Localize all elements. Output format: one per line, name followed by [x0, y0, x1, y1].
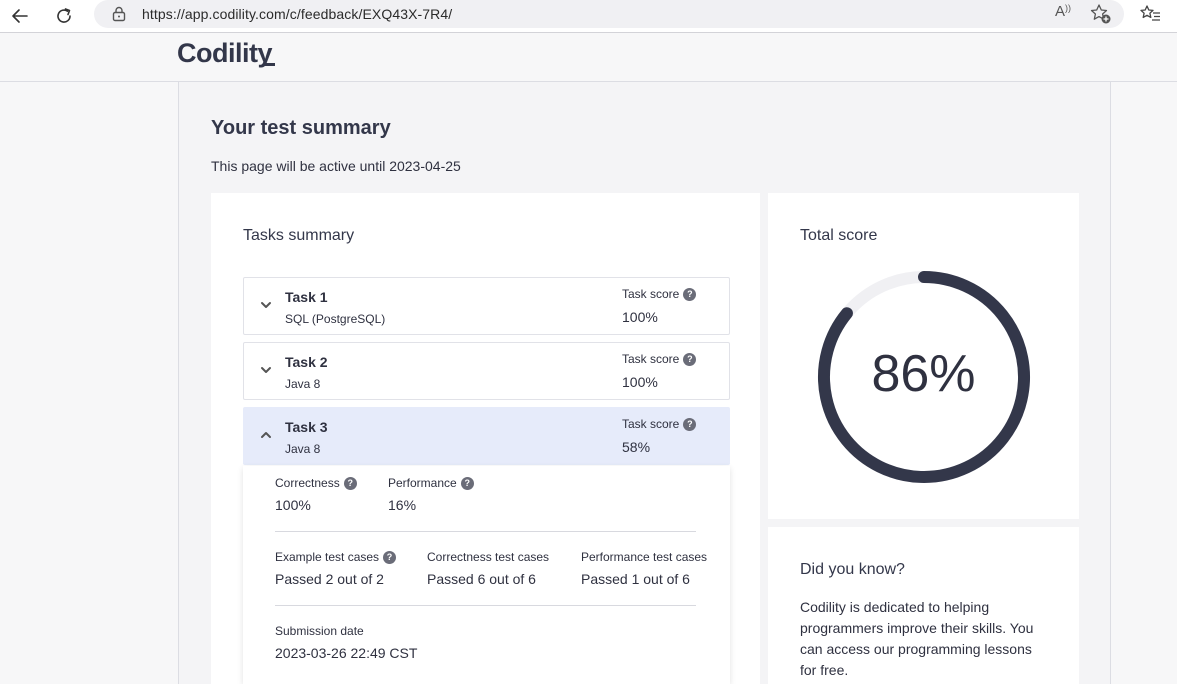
logo-underscore [263, 63, 275, 66]
performance-tests-label: Performance test cases [581, 550, 708, 564]
example-tests-label-text: Example test cases [275, 550, 380, 564]
help-icon[interactable]: ? [683, 287, 697, 301]
task-score-label-text: Task score [622, 352, 680, 366]
chevron-down-icon [261, 302, 271, 308]
total-score-title: Total score [800, 227, 878, 244]
task-score-label-text: Task score [622, 287, 680, 301]
task-name: Task 2 [285, 354, 328, 370]
performance-value: 16% [388, 497, 417, 513]
chevron-up-icon [261, 432, 271, 438]
task-score-label: Task score ? [622, 287, 697, 301]
url-text[interactable]: https://app.codility.com/c/feedback/EXQ4… [142, 6, 453, 22]
main-container: Your test summary This page will be acti… [178, 82, 1111, 684]
task-score-value: 58% [622, 439, 651, 455]
did-you-know-card: Did you know? Codility is dedicated to h… [768, 527, 1079, 684]
total-score-value: 86% [871, 345, 976, 403]
help-icon[interactable]: ? [683, 417, 697, 431]
total-score-card: Total score 86% [768, 193, 1079, 519]
chevron-down-icon [261, 367, 271, 373]
task-name: Task 3 [285, 419, 328, 435]
task-language: Java 8 [285, 377, 321, 391]
read-aloud-icon[interactable]: A)) [1055, 3, 1072, 20]
did-you-know-text: Codility is dedicated to helping program… [800, 599, 1034, 678]
browser-toolbar: https://app.codility.com/c/feedback/EXQ4… [0, 0, 1177, 33]
task-score-label-text: Task score [622, 417, 680, 431]
task-score-value: 100% [622, 309, 658, 325]
task-language: Java 8 [285, 442, 321, 456]
task-name: Task 1 [285, 289, 328, 305]
performance-tests-value: Passed 1 out of 6 [581, 571, 690, 587]
codility-logo[interactable]: Codility [177, 38, 273, 68]
example-tests-label: Example test cases ? [275, 550, 397, 564]
task-3-details: Correctness ? 100% Performance ? 16% Exa… [243, 466, 730, 684]
arrow-left-icon [12, 9, 28, 23]
score-gauge [818, 271, 1030, 483]
favorites-icon[interactable] [1140, 4, 1162, 24]
did-you-know-title: Did you know? [800, 561, 905, 578]
submission-date-label: Submission date [275, 624, 364, 638]
help-icon[interactable]: ? [383, 550, 397, 564]
divider [275, 605, 696, 606]
help-icon[interactable]: ? [683, 352, 697, 366]
performance-label-text: Performance [388, 476, 457, 490]
page-title: Your test summary [211, 117, 391, 139]
tasks-summary-title: Tasks summary [243, 227, 355, 244]
task-row-1[interactable]: Task 1 SQL (PostgreSQL) Task score ? 100… [243, 277, 730, 335]
task-row-3[interactable]: Task 3 Java 8 Task score ? 58% [243, 407, 730, 465]
address-bar[interactable]: https://app.codility.com/c/feedback/EXQ4… [94, 0, 1124, 28]
help-icon[interactable]: ? [343, 476, 357, 490]
back-button[interactable] [7, 3, 33, 29]
site-header: Codility [0, 33, 1177, 82]
task-row-2[interactable]: Task 2 Java 8 Task score ? 100% [243, 342, 730, 400]
correctness-label: Correctness ? [275, 476, 357, 490]
read-aloud-label: A [1055, 3, 1066, 20]
active-until-text: This page will be active until 2023-04-2… [211, 158, 461, 174]
performance-label: Performance ? [388, 476, 474, 490]
reload-button[interactable] [51, 3, 77, 29]
tasks-summary-card: Tasks summary Task 1 SQL (PostgreSQL) Ta… [211, 193, 760, 684]
submission-date-value: 2023-03-26 22:49 CST [275, 645, 418, 661]
task-score-label: Task score ? [622, 352, 697, 366]
lock-icon[interactable] [112, 6, 126, 22]
correctness-value: 100% [275, 497, 311, 513]
add-favorite-icon[interactable] [1090, 3, 1112, 25]
reload-icon [57, 8, 71, 23]
gauge-arc [818, 271, 1030, 483]
help-icon[interactable]: ? [460, 476, 474, 490]
correctness-tests-value: Passed 6 out of 6 [427, 571, 536, 587]
example-tests-value: Passed 2 out of 2 [275, 571, 384, 587]
task-language: SQL (PostgreSQL) [285, 312, 386, 326]
correctness-tests-label: Correctness test cases [427, 550, 550, 564]
task-score-label: Task score ? [622, 417, 697, 431]
correctness-label-text: Correctness [275, 476, 340, 490]
task-score-value: 100% [622, 374, 658, 390]
divider [275, 531, 696, 532]
